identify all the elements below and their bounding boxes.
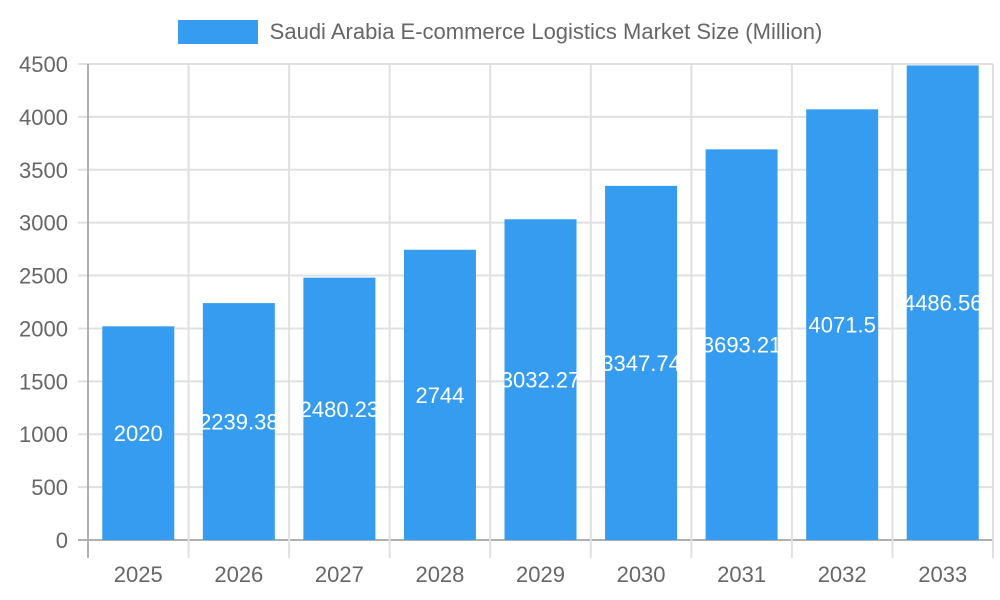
x-tick-label: 2033 bbox=[918, 562, 967, 587]
chart-legend[interactable]: Saudi Arabia E-commerce Logistics Market… bbox=[0, 19, 1000, 45]
data-label: 2020 bbox=[114, 421, 163, 446]
bar-2029[interactable] bbox=[504, 219, 577, 540]
bar-2032[interactable] bbox=[806, 109, 879, 540]
legend-label: Saudi Arabia E-commerce Logistics Market… bbox=[269, 19, 823, 44]
x-tick-label: 2027 bbox=[315, 562, 364, 587]
y-tick-label: 1000 bbox=[19, 422, 68, 447]
x-tick-label: 2029 bbox=[516, 562, 565, 587]
y-tick-label: 500 bbox=[31, 475, 68, 500]
y-tick-label: 1500 bbox=[19, 369, 68, 394]
data-label: 2239.38 bbox=[199, 410, 279, 435]
bar-2025[interactable] bbox=[102, 326, 175, 540]
bar-2031[interactable] bbox=[705, 149, 778, 540]
bar-2030[interactable] bbox=[605, 185, 678, 541]
bar-2026[interactable] bbox=[202, 303, 275, 540]
bar-2033[interactable] bbox=[906, 65, 979, 540]
data-label: 3032.27 bbox=[501, 368, 581, 393]
x-tick-label: 2030 bbox=[617, 562, 666, 587]
y-tick-label: 4000 bbox=[19, 105, 68, 130]
data-label: 3693.21 bbox=[702, 333, 782, 358]
data-label: 2480.23 bbox=[300, 397, 380, 422]
y-tick-label: 3500 bbox=[19, 158, 68, 183]
x-tick-label: 2026 bbox=[214, 562, 263, 587]
x-tick-label: 2031 bbox=[717, 562, 766, 587]
y-tick-label: 3000 bbox=[19, 211, 68, 236]
x-tick-label: 2028 bbox=[415, 562, 464, 587]
bar-2028[interactable] bbox=[403, 249, 476, 540]
x-tick-label: 2032 bbox=[818, 562, 867, 587]
y-tick-label: 2500 bbox=[19, 264, 68, 289]
legend-swatch bbox=[177, 20, 258, 44]
data-label: 2744 bbox=[415, 383, 464, 408]
x-tick-label: 2025 bbox=[114, 562, 163, 587]
data-label: 3347.74 bbox=[601, 351, 681, 376]
data-label: 4486.56 bbox=[903, 291, 983, 316]
bar-2027[interactable] bbox=[303, 277, 376, 540]
data-label: 4071.5 bbox=[809, 313, 876, 338]
y-tick-label: 4500 bbox=[19, 52, 68, 77]
y-tick-label: 0 bbox=[56, 528, 68, 553]
y-tick-label: 2000 bbox=[19, 316, 68, 341]
